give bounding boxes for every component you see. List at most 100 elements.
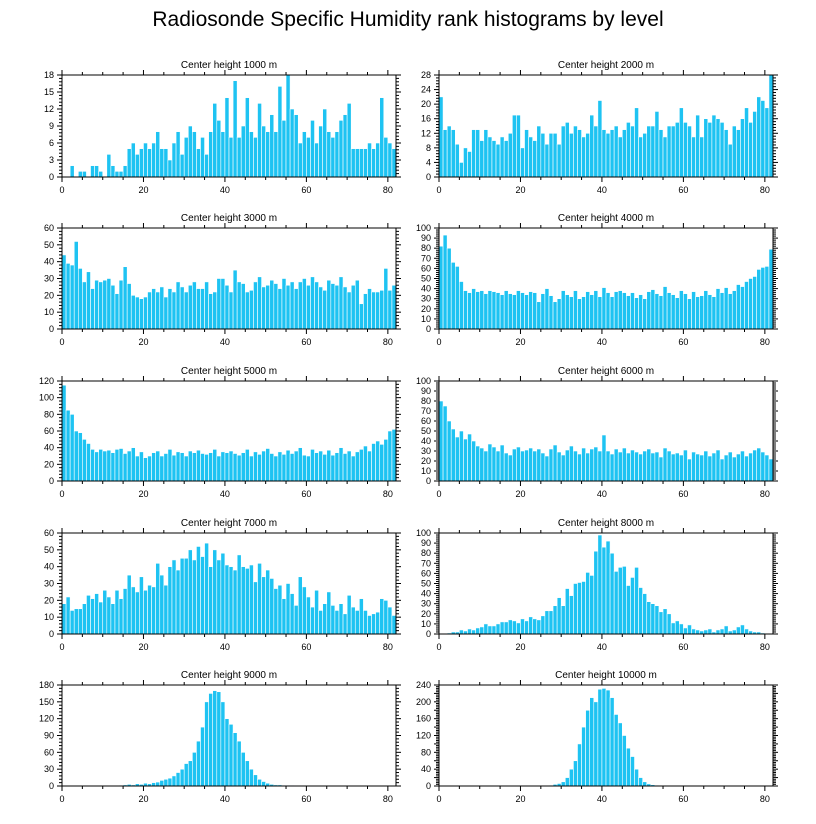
histogram-bar	[609, 552, 615, 635]
histogram-bar	[446, 420, 452, 482]
histogram-bar	[495, 450, 501, 482]
histogram-bar	[442, 405, 448, 482]
histogram-bar	[240, 283, 246, 330]
histogram-bar	[318, 450, 323, 482]
plot-frame	[438, 74, 774, 178]
histogram-bar	[196, 288, 201, 330]
histogram-bar	[585, 452, 591, 482]
histogram-bar	[159, 780, 165, 787]
histogram-bar	[503, 140, 509, 178]
histogram-bar	[642, 132, 648, 178]
histogram-bar	[269, 114, 275, 178]
histogram-bar	[342, 453, 348, 482]
histogram-bar	[77, 432, 83, 482]
histogram-bar	[634, 297, 639, 330]
histogram-bar	[69, 610, 75, 635]
histogram-bar	[731, 290, 737, 330]
histogram-bar	[196, 740, 201, 787]
y-tick-label: 20	[44, 290, 54, 300]
histogram-bar	[589, 294, 595, 330]
histogram-bar	[512, 294, 517, 330]
histogram-bar	[646, 448, 652, 482]
histogram-bar	[764, 266, 770, 330]
y-tick-label: 4	[426, 157, 431, 167]
histogram-bar	[581, 296, 586, 330]
histogram-bar	[175, 772, 181, 787]
histogram-bar	[302, 131, 307, 178]
histogram-bar	[232, 453, 238, 482]
histogram-bar	[383, 268, 389, 330]
histogram-bar	[179, 286, 185, 330]
histogram-bar	[691, 451, 696, 482]
histogram-bar	[192, 452, 197, 482]
histogram-bar	[196, 148, 201, 178]
histogram-bar	[253, 581, 258, 635]
histogram-bar	[532, 292, 538, 330]
histogram-bar	[524, 129, 529, 178]
histogram-bar	[646, 291, 652, 330]
histogram-bar	[261, 576, 266, 635]
histogram-bar	[208, 566, 214, 635]
histogram-bar	[163, 778, 169, 787]
histogram-bar	[314, 142, 319, 178]
x-tick-label: 60	[678, 185, 688, 195]
histogram-bar	[438, 400, 444, 482]
histogram-bar	[232, 732, 238, 787]
histogram-bar	[110, 452, 116, 482]
histogram-bar	[634, 451, 639, 482]
histogram-bar	[516, 114, 521, 178]
histogram-bar	[354, 610, 360, 635]
histogram-bar	[540, 132, 546, 178]
y-tick-label: 70	[421, 558, 431, 568]
histogram-bar	[65, 596, 71, 635]
histogram-bar	[654, 293, 660, 330]
histogram-bar	[670, 622, 676, 635]
histogram-bar	[175, 131, 181, 178]
x-tick-label: 40	[597, 337, 607, 347]
histogram-bar	[662, 136, 668, 178]
histogram-bar	[187, 450, 193, 482]
histogram-bar	[642, 298, 648, 330]
histogram-bar	[277, 86, 283, 178]
histogram-bar	[450, 262, 456, 330]
histogram-bar	[687, 624, 692, 635]
histogram-bar	[507, 454, 513, 482]
y-tick-label: 100	[416, 528, 431, 538]
histogram-bar	[204, 542, 209, 635]
y-tick-label: 60	[421, 263, 431, 273]
histogram-bar	[265, 284, 271, 330]
histogram-bar	[621, 447, 627, 482]
histogram-bar	[459, 629, 464, 635]
histogram-bar	[573, 760, 578, 787]
histogram-bar	[69, 414, 75, 482]
histogram-bar	[609, 697, 615, 787]
y-tick-label: 10	[44, 612, 54, 622]
histogram-bar	[613, 448, 619, 482]
histogram-bar	[281, 278, 287, 330]
histogram-bar	[375, 142, 381, 178]
histogram-bar	[338, 603, 344, 635]
histogram-bar	[126, 450, 132, 482]
histogram-bar	[564, 122, 570, 178]
histogram-bar	[118, 279, 124, 330]
histogram-bar	[764, 107, 770, 178]
histogram-bar	[139, 298, 144, 330]
histogram-bar	[630, 577, 635, 635]
histogram-bar	[621, 129, 627, 178]
histogram-bar	[391, 148, 397, 178]
histogram-bar	[670, 453, 676, 482]
histogram-bar	[679, 623, 684, 635]
histogram-bar	[90, 165, 95, 178]
histogram-bar	[110, 165, 116, 178]
y-tick-label: 50	[44, 545, 54, 555]
histogram-bar	[650, 125, 656, 178]
histogram-bar	[495, 623, 501, 635]
histogram-bar	[265, 569, 271, 635]
y-tick-label: 60	[44, 426, 54, 436]
histogram-bar	[200, 288, 205, 330]
histogram-bar	[285, 284, 291, 330]
histogram-bar	[601, 287, 607, 330]
histogram-bar	[711, 114, 717, 178]
y-tick-label: 10	[421, 466, 431, 476]
histogram-bar	[224, 284, 230, 330]
